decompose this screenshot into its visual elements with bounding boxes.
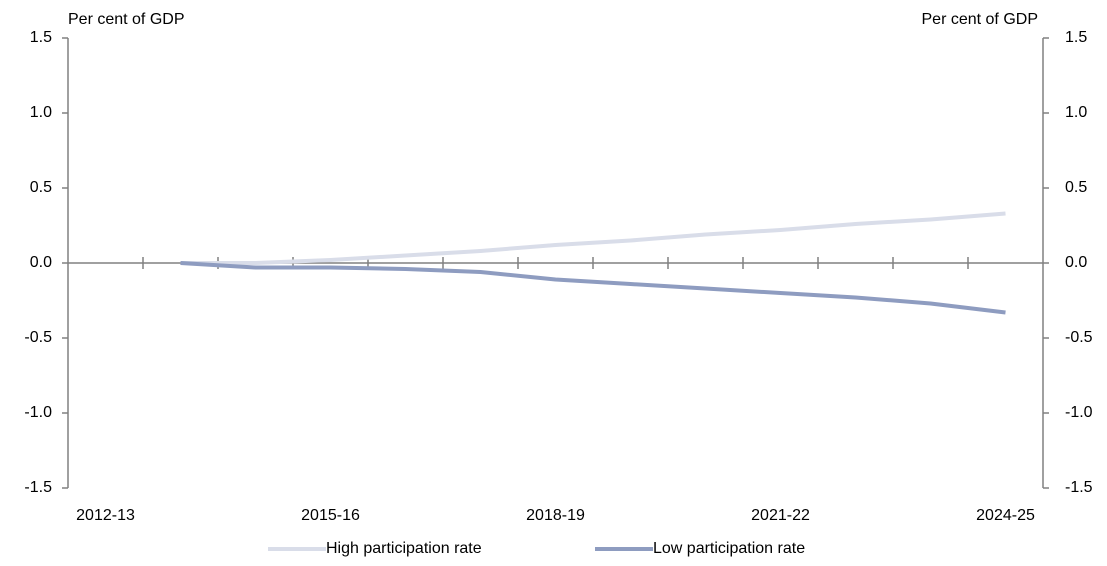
- y-tick-label: 0.0: [30, 254, 52, 271]
- y-tick-label: 0.5: [30, 179, 52, 196]
- y2-tick-label: 1.0: [1065, 104, 1087, 121]
- x-tick-label: 2012-13: [76, 507, 135, 524]
- y-tick-label: 1.5: [30, 29, 52, 46]
- y2-tick-label: -1.5: [1065, 479, 1093, 496]
- y2-tick-label: 0.0: [1065, 254, 1087, 271]
- y2-axis-title: Per cent of GDP: [922, 11, 1039, 28]
- y2-tick-label: -0.5: [1065, 329, 1093, 346]
- y2-tick-label: -1.0: [1065, 404, 1093, 421]
- y-tick-label: -0.5: [24, 329, 52, 346]
- y2-tick-label: 0.5: [1065, 179, 1087, 196]
- x-tick-label: 2018-19: [526, 507, 585, 524]
- y2-tick-label: 1.5: [1065, 29, 1087, 46]
- x-tick-label: 2021-22: [751, 507, 810, 524]
- series-line: [180, 261, 1006, 315]
- legend-label: High participation rate: [326, 540, 482, 557]
- legend-label: Low participation rate: [653, 540, 805, 557]
- y-tick-label: 1.0: [30, 104, 52, 121]
- series-line: [180, 211, 1006, 265]
- y-tick-label: -1.5: [24, 479, 52, 496]
- y-tick-label: -1.0: [24, 404, 52, 421]
- x-tick-label: 2024-25: [976, 507, 1035, 524]
- y-axis-title: Per cent of GDP: [68, 11, 185, 28]
- x-tick-label: 2015-16: [301, 507, 360, 524]
